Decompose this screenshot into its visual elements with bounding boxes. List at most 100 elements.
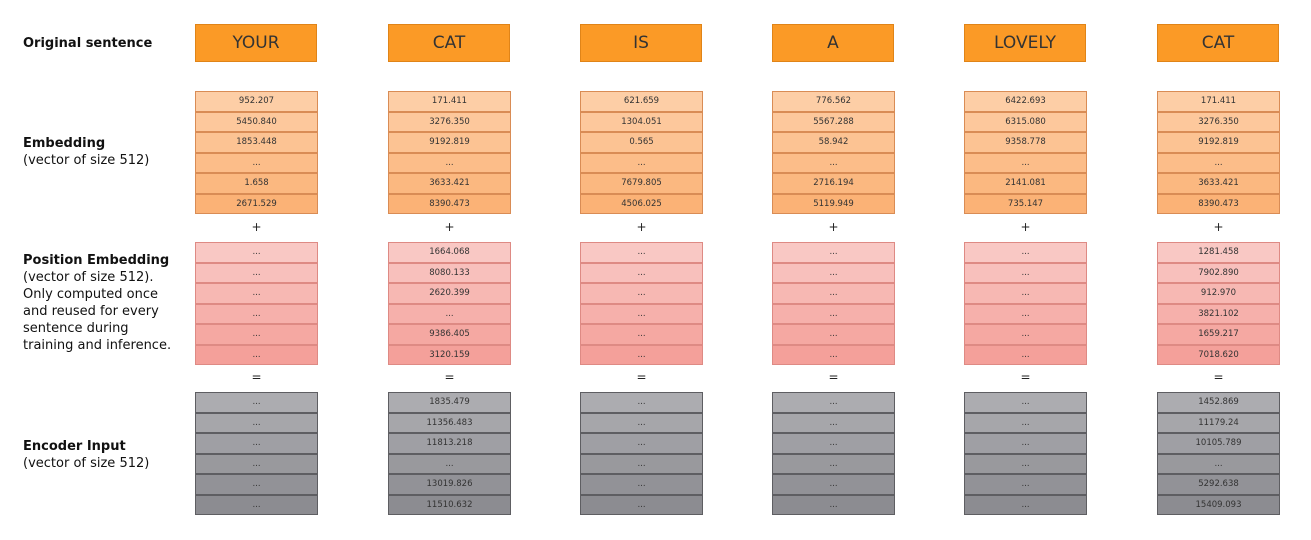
equals-sign: = — [1213, 370, 1224, 384]
label-title: Position Embedding — [23, 253, 170, 268]
embedding-cell: 5450.840 — [195, 111, 318, 132]
position-cell: 912.970 — [1157, 283, 1280, 304]
encoder-cell: ... — [964, 392, 1087, 413]
embedding-cell: 1304.051 — [580, 111, 703, 132]
position-cell: ... — [580, 262, 703, 283]
embedding-cell: 4506.025 — [580, 193, 703, 214]
encoder-cell: ... — [772, 412, 895, 433]
embedding-cell: 6422.693 — [964, 91, 1087, 112]
position-cell: ... — [772, 344, 895, 365]
plus-sign: + — [444, 220, 455, 234]
label-line: (vector of size 512) — [23, 153, 150, 168]
plus-sign: + — [1020, 220, 1031, 234]
position-cell: 1281.458 — [1157, 242, 1280, 263]
equals-sign: = — [828, 370, 839, 384]
position-cell: ... — [195, 242, 318, 263]
encoder-cell: ... — [772, 494, 895, 515]
position-cell: 1664.068 — [388, 242, 511, 263]
position-cell: ... — [195, 262, 318, 283]
encoder-cell: ... — [772, 453, 895, 474]
position-cell: 3821.102 — [1157, 303, 1280, 324]
position-cell: ... — [580, 242, 703, 263]
position-cell: ... — [964, 242, 1087, 263]
token-box: LOVELY — [964, 24, 1086, 62]
position-cell: ... — [195, 324, 318, 345]
position-cell: ... — [772, 262, 895, 283]
embedding-cell: 3633.421 — [388, 173, 511, 194]
encoder-cell: ... — [580, 453, 703, 474]
row-label: Encoder Input (vector of size 512) — [23, 438, 149, 472]
encoder-cell: ... — [580, 494, 703, 515]
position-cell: 7902.890 — [1157, 262, 1280, 283]
embedding-cell: 621.659 — [580, 91, 703, 112]
label-line: (vector of size 512). — [23, 270, 154, 285]
embedding-cell: 8390.473 — [1157, 193, 1280, 214]
encoder-cell: ... — [195, 474, 318, 495]
position-cell: ... — [964, 303, 1087, 324]
plus-sign: + — [636, 220, 647, 234]
encoder-cell: 15409.093 — [1157, 494, 1280, 515]
embedding-cell: 9192.819 — [1157, 132, 1280, 153]
encoder-cell: ... — [580, 412, 703, 433]
encoder-cell: ... — [195, 453, 318, 474]
label-title: Original sentence — [23, 36, 153, 51]
label-line: Only computed once — [23, 287, 158, 302]
token-box: IS — [580, 24, 702, 62]
encoder-cell: 11356.483 — [388, 412, 511, 433]
encoder-cell: ... — [964, 494, 1087, 515]
row-label: Original sentence — [23, 35, 152, 52]
label-title: Embedding — [23, 136, 106, 151]
encoder-cell: ... — [772, 392, 895, 413]
embedding-cell: 6315.080 — [964, 111, 1087, 132]
encoder-cell: ... — [580, 433, 703, 454]
embedding-cell: 1.658 — [195, 173, 318, 194]
label-line: training and inference. — [23, 338, 172, 353]
row-label: Position Embedding (vector of size 512). O… — [23, 252, 171, 354]
encoder-cell: 11510.632 — [388, 494, 511, 515]
embedding-cell: 776.562 — [772, 91, 895, 112]
embedding-cell: 9192.819 — [388, 132, 511, 153]
position-cell: ... — [772, 283, 895, 304]
position-cell: ... — [772, 242, 895, 263]
position-cell: 3120.159 — [388, 344, 511, 365]
encoder-cell: 1452.869 — [1157, 392, 1280, 413]
embedding-cell: 58.942 — [772, 132, 895, 153]
position-cell: ... — [964, 262, 1087, 283]
encoder-cell: ... — [195, 412, 318, 433]
position-cell: 2620.399 — [388, 283, 511, 304]
plus-sign: + — [828, 220, 839, 234]
embedding-cell: ... — [195, 152, 318, 173]
position-cell: 1659.217 — [1157, 324, 1280, 345]
embedding-cell: 171.411 — [388, 91, 511, 112]
plus-sign: + — [1213, 220, 1224, 234]
embedding-cell: 1853.448 — [195, 132, 318, 153]
position-cell: ... — [580, 324, 703, 345]
label-line: and reused for every — [23, 304, 159, 319]
encoder-cell: ... — [1157, 453, 1280, 474]
embedding-cell: ... — [580, 152, 703, 173]
position-cell: ... — [580, 303, 703, 324]
embedding-cell: 9358.778 — [964, 132, 1087, 153]
embedding-cell: ... — [964, 152, 1087, 173]
encoder-cell: ... — [195, 494, 318, 515]
embedding-cell: 5119.949 — [772, 193, 895, 214]
embedding-cell: 8390.473 — [388, 193, 511, 214]
embedding-cell: 3276.350 — [1157, 111, 1280, 132]
equals-sign: = — [1020, 370, 1031, 384]
label-title: Encoder Input — [23, 439, 126, 454]
position-cell: ... — [195, 344, 318, 365]
position-cell: ... — [580, 283, 703, 304]
encoder-cell: 10105.789 — [1157, 433, 1280, 454]
encoder-cell: ... — [964, 433, 1087, 454]
position-cell: 8080.133 — [388, 262, 511, 283]
row-label: Embedding (vector of size 512) — [23, 135, 149, 169]
embedding-cell: 3276.350 — [388, 111, 511, 132]
token-box: CAT — [1157, 24, 1279, 62]
embedding-cell: 0.565 — [580, 132, 703, 153]
encoder-cell: ... — [580, 392, 703, 413]
token-box: YOUR — [195, 24, 317, 62]
label-line: (vector of size 512) — [23, 456, 150, 471]
position-cell: ... — [964, 324, 1087, 345]
embedding-cell: 735.147 — [964, 193, 1087, 214]
